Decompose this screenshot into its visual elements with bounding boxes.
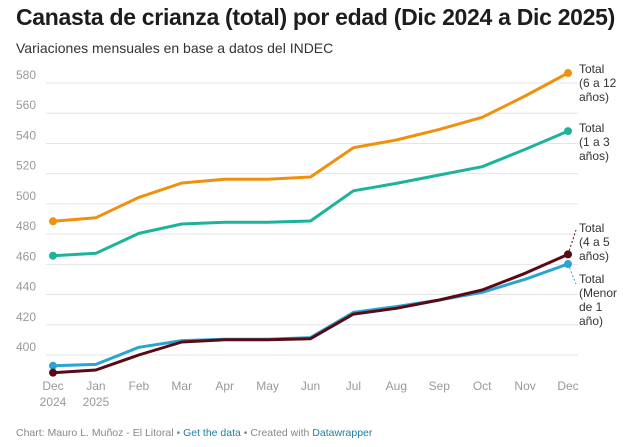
series-end-label: Total (579, 121, 604, 135)
footer-separator: • (173, 427, 184, 439)
chart-footer: Chart: Mauro L. Muñoz - El Litoral • Get… (16, 427, 372, 439)
y-tick-label: 520 (16, 159, 36, 173)
y-tick-label: 480 (16, 219, 36, 233)
series-start-point (49, 368, 57, 377)
series-end-point (564, 127, 572, 136)
series-end-label: años) (579, 90, 609, 104)
y-tick-label: 440 (16, 280, 36, 294)
x-tick-label: Mar (171, 379, 192, 393)
x-tick-label: Dec (42, 379, 63, 393)
x-tick-label: Jun (301, 379, 320, 393)
series-line-total-menor-de-1-a-o (51, 262, 570, 368)
x-tick-label: Oct (473, 379, 492, 393)
footer-credit: Chart: Mauro L. Muñoz - El Litoral (16, 427, 174, 439)
y-tick-label: 500 (16, 189, 36, 203)
y-tick-label: 400 (16, 340, 36, 354)
x-tick-label: Sep (429, 379, 451, 393)
datawrapper-link[interactable]: Datawrapper (312, 427, 373, 439)
footer-separator: • (240, 427, 251, 439)
x-axis-ticks: Dec 2024 Jan 2025 Feb Mar Apr May Jun Jul Aug Sep Oc… (40, 379, 579, 409)
y-tick-label: 420 (16, 310, 36, 324)
series-end-label: Total (579, 62, 604, 76)
series-start-point (49, 217, 57, 226)
series-end-label: Total (579, 272, 604, 286)
series-end-label: años) (579, 249, 609, 263)
label-leader-line (567, 263, 577, 285)
x-tick-label: Nov (514, 379, 535, 393)
series-end-label: Total (579, 221, 604, 235)
series-start-point (49, 251, 57, 260)
chart-subtitle: Variaciones mensuales en base a datos de… (16, 40, 334, 56)
y-tick-label: 560 (16, 98, 36, 112)
footer-created-with: Created with (250, 427, 313, 439)
series-line-total-6-a-12-a-os (51, 71, 570, 223)
x-tick-label: Jul (346, 379, 361, 393)
x-tick-label: Feb (128, 379, 149, 393)
x-tick-label: May (256, 379, 279, 393)
x-tick-label: Dec (557, 379, 578, 393)
y-tick-label: 460 (16, 249, 36, 263)
x-tick-label: 2025 (83, 395, 110, 409)
series-end-label: (6 a 12 (579, 76, 617, 90)
series-line-total-1-a-3-a-os (51, 129, 570, 258)
label-leader-line (567, 229, 577, 255)
x-tick-label: Apr (215, 379, 234, 393)
series-start-point (49, 361, 57, 370)
x-tick-label: Jan (86, 379, 105, 393)
series-end-label: (1 a 3 (579, 135, 610, 149)
series-end-label: años) (579, 149, 609, 163)
series-end-label: de 1 (579, 300, 603, 314)
x-tick-label: 2024 (40, 395, 67, 409)
x-tick-label: Aug (386, 379, 407, 393)
y-tick-label: 580 (16, 68, 36, 82)
series-end-label: (Menor (579, 286, 617, 300)
y-axis-ticks: 400 420 440 460 480 500 520 540 560 580 (16, 68, 36, 354)
series-lines (49, 69, 572, 377)
get-the-data-link[interactable]: Get the data (183, 427, 241, 439)
series-end-point (564, 69, 572, 78)
series-line-total-4-a-5-a-os (51, 252, 570, 375)
series-end-label: (4 a 5 (579, 235, 610, 249)
series-end-label: año) (579, 314, 603, 328)
chart-title: Canasta de crianza (total) por edad (Dic… (16, 4, 616, 30)
y-tick-label: 540 (16, 128, 36, 142)
